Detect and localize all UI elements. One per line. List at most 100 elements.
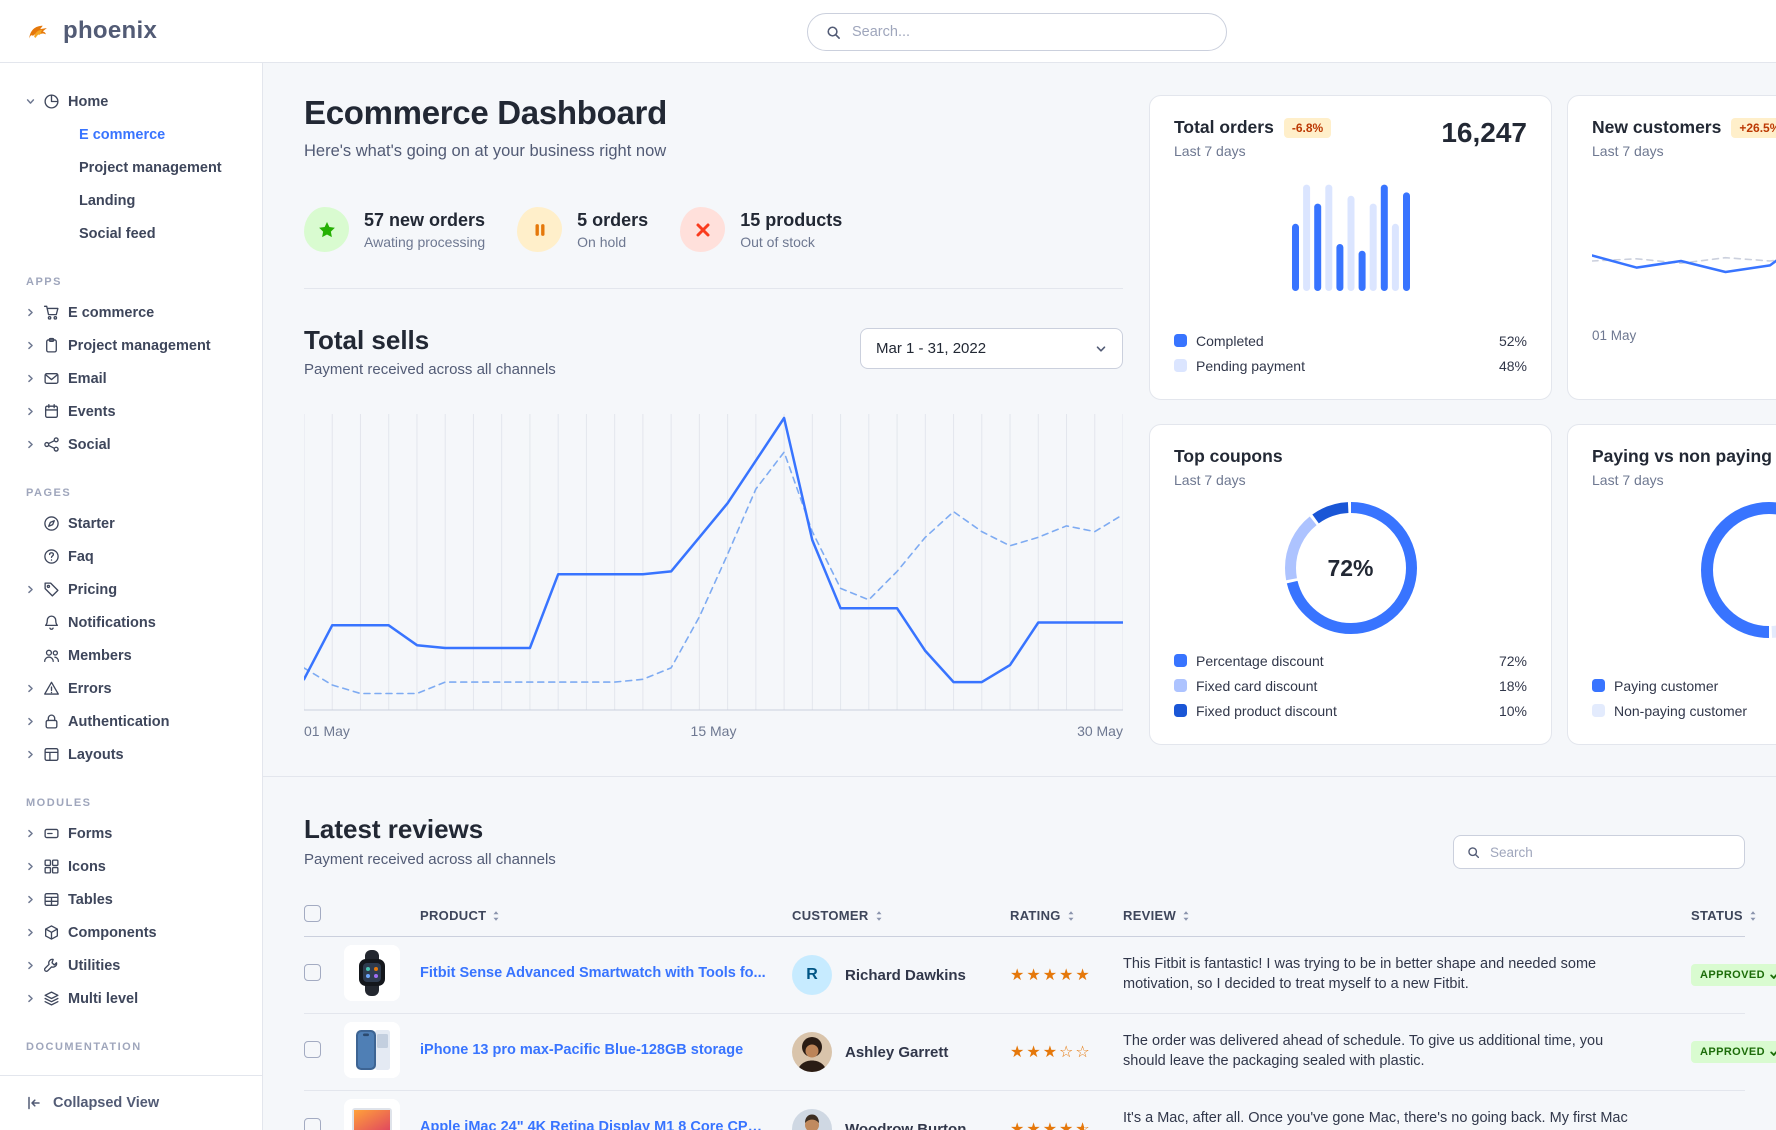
review-text: This Fitbit is fantastic! I was trying t… — [1123, 956, 1597, 992]
nav-section-heading-modules: MODULES — [26, 797, 92, 809]
reviews-search-input[interactable] — [1490, 844, 1731, 860]
brand[interactable]: phoenix — [0, 16, 263, 46]
stat-value: 57 new orders — [364, 209, 486, 230]
product-link[interactable]: iPhone 13 pro max-Pacific Blue-128GB sto… — [420, 1041, 744, 1058]
sidebar-item-icons[interactable]: Icons — [14, 850, 248, 883]
sidebar-item-components[interactable]: Components — [14, 916, 248, 949]
caret-slot — [26, 961, 36, 970]
legend-label: Non-paying customer — [1614, 702, 1748, 719]
dashboard-left-column: Ecommerce Dashboard Here's what's going … — [302, 63, 1125, 776]
sidebar-item-tables[interactable]: Tables — [14, 883, 248, 916]
date-range-select[interactable]: Mar 1 - 31, 2022 — [860, 328, 1123, 369]
legend-label: Fixed card discount — [1196, 677, 1318, 694]
review-table-row: Fitbit Sense Advanced Smartwatch with To… — [304, 937, 1776, 1014]
sidebar-item-forms[interactable]: Forms — [14, 817, 248, 850]
top-coupons-center-value: 72% — [1327, 554, 1374, 581]
topbar: phoenix — [0, 0, 1776, 63]
warning-icon — [44, 681, 59, 695]
sidebar-item-utilities[interactable]: Utilities — [14, 949, 248, 982]
chevron-right-icon — [28, 585, 33, 594]
sidebar-item-social[interactable]: Social — [14, 428, 248, 461]
star-half-icon: ☆★ — [1075, 1121, 1092, 1130]
sidebar-item-starter[interactable]: Starter — [14, 507, 248, 540]
sidebar-item-errors[interactable]: Errors — [14, 672, 248, 705]
legend-row: Non-paying customer — [1592, 698, 1776, 723]
total-orders-legend: Completed 52% Pending payment 48% — [1174, 328, 1527, 378]
star-full-icon: ★ — [1042, 967, 1060, 984]
total-sells-title: Total sells — [304, 325, 430, 355]
sidebar-item-layouts[interactable]: Layouts — [14, 738, 248, 771]
topbar-search-input[interactable] — [852, 24, 1208, 40]
column-header-customer[interactable]: CUSTOMER — [792, 908, 1010, 923]
caret-slot — [26, 994, 36, 1003]
product-link[interactable]: Fitbit Sense Advanced Smartwatch with To… — [420, 964, 766, 981]
cart-icon — [43, 305, 59, 320]
sidebar-item-social-feed[interactable]: Social feed — [14, 217, 248, 250]
date-range-value: Mar 1 - 31, 2022 — [876, 340, 987, 357]
paying-donut-chart — [1700, 502, 1776, 638]
star-empty-icon: ☆ — [1059, 1044, 1076, 1061]
product-link[interactable]: Apple iMac 24" 4K Retina Display M1 8 Co… — [420, 1118, 770, 1130]
x-tick: 01 May — [304, 723, 350, 739]
sidebar-item-email[interactable]: Email — [14, 362, 248, 395]
reviews-search[interactable] — [1453, 835, 1745, 869]
customer-avatar — [792, 1032, 832, 1072]
legend-label: Pending payment — [1196, 357, 1305, 374]
customer-avatar: R — [792, 955, 832, 995]
legend-row: Completed 52% — [1174, 328, 1527, 353]
sidebar-item-faq[interactable]: Faq — [14, 540, 248, 573]
sidebar-item-project-management[interactable]: Project management — [14, 329, 248, 362]
sidebar-item-e-commerce[interactable]: E commerce — [14, 296, 248, 329]
row-checkbox[interactable] — [304, 1041, 321, 1058]
select-all-checkbox[interactable] — [304, 904, 321, 922]
reviews-titles: Latest reviews Payment received across a… — [304, 813, 556, 869]
sidebar-item-notifications[interactable]: Notifications — [14, 606, 248, 639]
layout-icon — [44, 747, 59, 762]
quick-stat-awating-processing: 57 new orders Awating processing — [304, 207, 485, 252]
sidebar-item-home[interactable]: Home — [14, 85, 248, 118]
sidebar-item-landing[interactable]: Landing — [14, 184, 248, 217]
legend-row: Percentage discount 72% — [1174, 648, 1527, 673]
sidebar-item-e-commerce[interactable]: E commerce — [14, 118, 248, 151]
star-full-icon: ★ — [1042, 1121, 1060, 1130]
check-icon — [1770, 973, 1776, 979]
sidebar-item-events[interactable]: Events — [14, 395, 248, 428]
total-orders-card: Total orders -6.8% Last 7 days 16,247 Co… — [1149, 95, 1552, 400]
status-badge: APPROVED — [1691, 1041, 1776, 1063]
legend-label: Percentage discount — [1196, 652, 1324, 669]
row-checkbox[interactable] — [304, 1118, 321, 1130]
sidebar-item-multi-level[interactable]: Multi level — [14, 982, 248, 1015]
legend-value: 72% — [1498, 652, 1527, 669]
column-header-review[interactable]: REVIEW — [1123, 908, 1691, 923]
caret-slot — [26, 407, 36, 416]
sidebar-item-label: Events — [68, 403, 116, 420]
sort-icon — [876, 910, 882, 921]
new-customers-trend-badge: +26.5% — [1731, 117, 1776, 138]
stat-caption: Out of stock — [740, 233, 815, 250]
column-header-rating[interactable]: RATING — [1010, 908, 1123, 923]
caret-slot — [26, 750, 36, 759]
x-tick: 30 May — [1077, 723, 1123, 739]
star-icon — [304, 207, 349, 252]
share-icon — [44, 437, 59, 452]
sidebar-item-authentication[interactable]: Authentication — [14, 705, 248, 738]
topbar-search[interactable] — [807, 13, 1227, 51]
legend-value: 48% — [1498, 357, 1527, 374]
sidebar-item-project-management[interactable]: Project management — [14, 151, 248, 184]
legend-row: Pending payment 48% — [1174, 353, 1527, 378]
row-checkbox[interactable] — [304, 964, 321, 981]
star-full-icon: ★ — [1010, 1044, 1027, 1061]
collapsed-view-toggle[interactable]: Collapsed View — [0, 1075, 262, 1130]
total-sells-header: Total sells Payment received across all … — [304, 323, 1123, 378]
chevron-right-icon — [28, 440, 33, 449]
sidebar-item-pricing[interactable]: Pricing — [14, 573, 248, 606]
dashboard-cards: Total orders -6.8% Last 7 days 16,247 Co… — [1149, 63, 1776, 776]
sidebar-item-members[interactable]: Members — [14, 639, 248, 672]
chevron-right-icon — [28, 308, 33, 317]
top-coupons-legend: Percentage discount 72% Fixed card discoun… — [1174, 648, 1527, 723]
column-header-status[interactable]: STATUS — [1691, 908, 1756, 923]
bell-icon — [44, 615, 59, 630]
column-header-product[interactable]: PRODUCT — [420, 908, 792, 923]
calendar-icon — [44, 404, 59, 419]
star-full-icon: ★ — [1059, 967, 1076, 984]
